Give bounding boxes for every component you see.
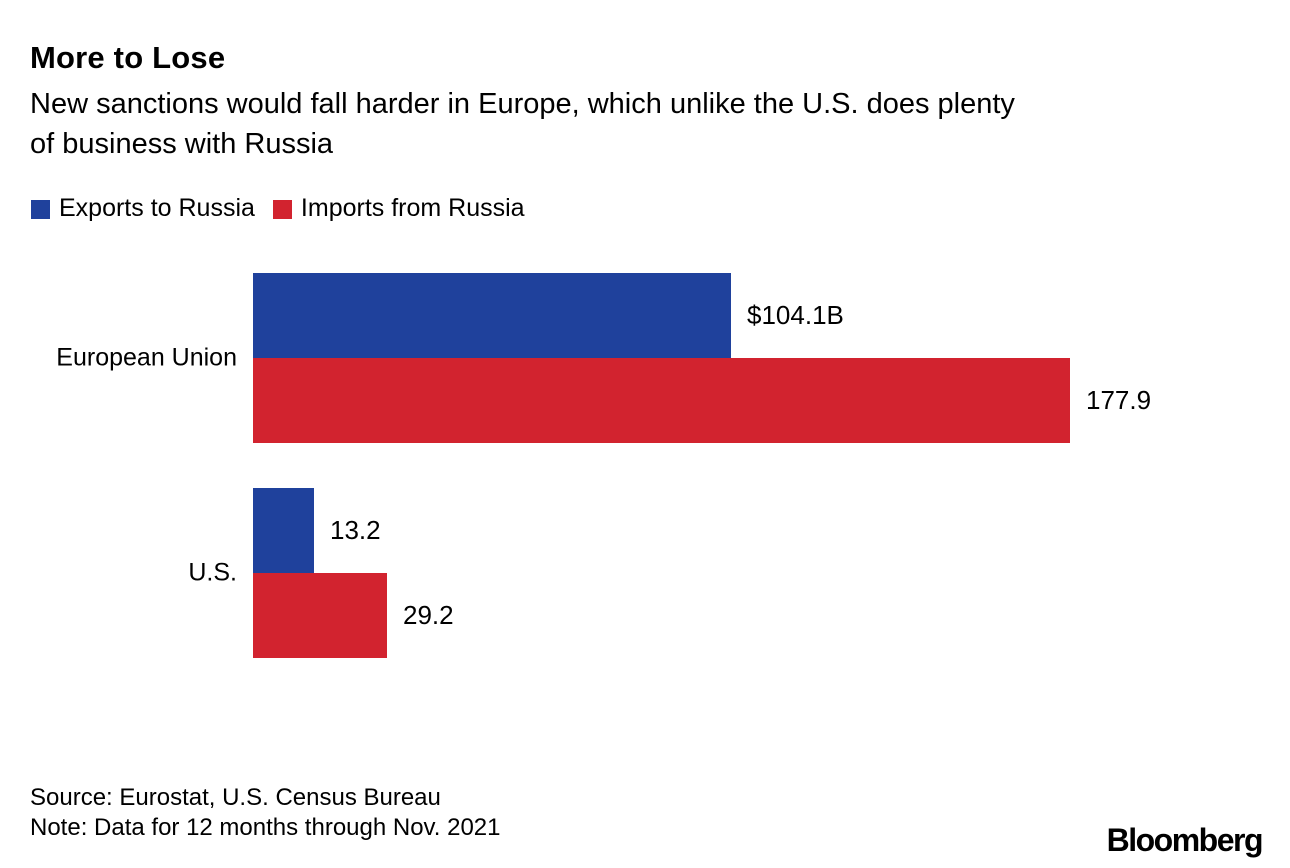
legend-item-imports: Imports from Russia — [272, 194, 525, 223]
note-text: Note: Data for 12 months through Nov. 20… — [30, 814, 501, 841]
footer-text: Source: Eurostat, U.S. Census Bureau Not… — [30, 783, 501, 843]
chart-subtitle: New sanctions would fall harder in Europ… — [30, 84, 1015, 164]
value-label-exports-to-russia-u-s: 13.2 — [330, 515, 381, 545]
chart-subtitle-line-2: of business with Russia — [30, 128, 334, 160]
bar-group-u-s: U.S. 13.2 29.2 — [188, 488, 1151, 658]
bar-group-european-union: European Union $104.1B 177.9 — [56, 273, 1151, 443]
legend-label-exports: Exports to Russia — [59, 194, 255, 222]
bar-exports-to-russia-u-s — [253, 488, 314, 573]
bar-exports-to-russia-european-union — [253, 273, 731, 358]
bar-imports-from-russia-european-union — [253, 358, 1070, 443]
category-label-u-s: U.S. — [188, 558, 237, 587]
chart-subtitle-line-1: New sanctions would fall harder in Europ… — [30, 88, 1015, 120]
value-label-imports-from-russia-u-s: 29.2 — [403, 600, 454, 630]
legend-label-imports: Imports from Russia — [300, 194, 525, 222]
category-label-european-union: European Union — [56, 343, 237, 372]
bloomberg-logo: Bloomberg — [1106, 822, 1264, 858]
source-text: Source: Eurostat, U.S. Census Bureau — [30, 784, 441, 811]
legend-swatch-imports-icon — [272, 200, 292, 219]
bar-row-imports-from-russia-u-s: 29.2 — [253, 573, 1151, 658]
legend-swatch-exports-icon — [31, 200, 50, 219]
bar-imports-from-russia-u-s — [253, 573, 387, 658]
bar-chart: European Union $104.1B 177.9 U.S. 13.2 29.2 — [56, 273, 1151, 703]
legend-item-exports: Exports to Russia — [31, 194, 255, 223]
bar-row-exports-to-russia-u-s: 13.2 — [253, 488, 1151, 573]
legend: Exports to Russia Imports from Russia — [31, 194, 525, 223]
bar-row-imports-from-russia-european-union: 177.9 — [253, 358, 1151, 443]
value-label-imports-from-russia-european-union: 177.9 — [1086, 385, 1152, 415]
chart-title: More to Lose — [30, 40, 226, 75]
value-label-exports-to-russia-european-union: $104.1B — [747, 300, 844, 330]
bar-row-exports-to-russia-european-union: $104.1B — [253, 273, 1151, 358]
